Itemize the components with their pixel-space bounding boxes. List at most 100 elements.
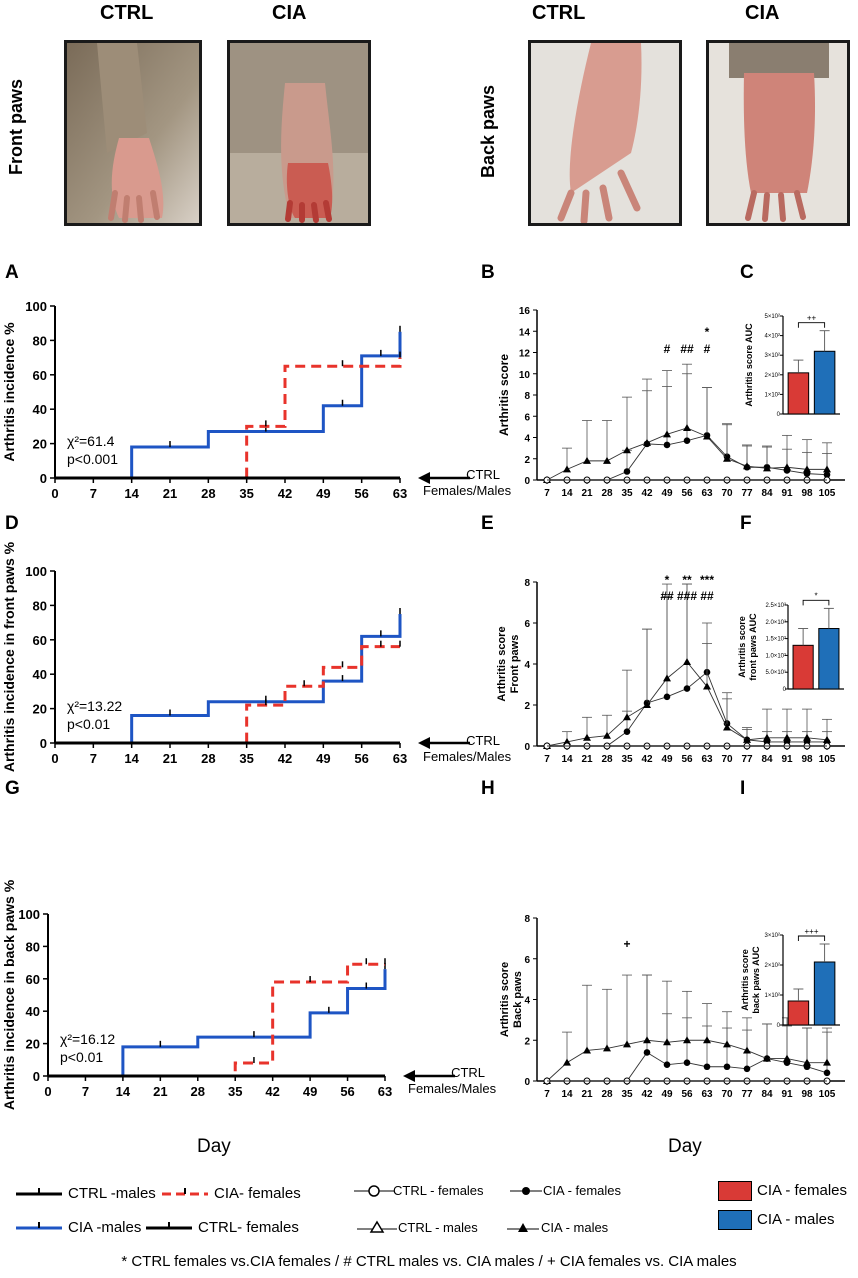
chart-h-ytick-label: 0 — [524, 1077, 530, 1088]
chart-d-xtick-label: 56 — [354, 751, 368, 766]
chart-g-ytick-label: 40 — [26, 1004, 40, 1019]
chart-b-point-cia-males — [563, 465, 571, 473]
chart-e-annotation: ** — [682, 573, 692, 587]
chart-f-ylabel2: front paws AUC — [748, 613, 758, 681]
chart-b-xtick-label: 35 — [621, 488, 633, 499]
chart-g-ytick-label: 60 — [26, 972, 40, 987]
chart-d-ctrl-arrow-head — [418, 737, 430, 749]
chart-d-xtick-label: 35 — [239, 751, 253, 766]
panel-label-a: A — [5, 262, 19, 283]
chart-d-ytick-label: 0 — [40, 736, 47, 751]
chart-f-ytick-label: 1.0×10² — [765, 653, 786, 659]
chart-b-annotation: # — [664, 342, 671, 356]
chart-f-ytick-label: 5.0×10¹ — [765, 670, 786, 676]
chart-d-xtick-label: 28 — [201, 751, 215, 766]
chart-e-point-cia-males — [663, 674, 671, 682]
day-label-left: Day — [197, 1136, 231, 1157]
chart-e-point-cia-males — [623, 713, 631, 721]
chart-g-series-cia-males — [48, 969, 387, 1078]
photo-back-cia-image — [709, 43, 847, 223]
chart-d-xtick-label: 63 — [393, 751, 407, 766]
chart-e-point-cia-males — [783, 733, 791, 741]
chart-b-annotation: * — [705, 325, 710, 339]
chart-e-ylabel2: Front paws — [509, 635, 521, 694]
chart-e-point-cia-males — [743, 735, 751, 743]
legend-cia-females: CIA- females — [214, 1185, 301, 1202]
chart-a-xtick-label: 49 — [316, 486, 330, 501]
chart-h-point-cia-females — [663, 1061, 671, 1068]
panel-label-e: E — [481, 513, 494, 534]
chart-i-sig-bracket — [797, 935, 826, 941]
chart-e-annotation: ## — [700, 589, 714, 603]
chart-b-xtick-label: 98 — [801, 488, 813, 499]
chart-b-xtick-label: 28 — [601, 488, 613, 499]
chart-h-xtick-label: 84 — [761, 1089, 773, 1100]
chart-h-point-cia-males — [583, 1046, 591, 1054]
chart-h-ylabel2: Back paws — [512, 971, 524, 1028]
chart-e-xtick-label: 35 — [621, 754, 633, 765]
chart-e-xtick-label: 98 — [801, 754, 813, 765]
chart-g-ctrl-arrow-head — [403, 1070, 415, 1082]
chart-h-ytick-label: 6 — [524, 955, 530, 966]
chart-b-point-cia-females — [683, 437, 691, 444]
chart-c-ytick-label: 0 — [777, 412, 781, 418]
chart-a-ytick-label: 100 — [25, 299, 47, 314]
chart-e-xtick-label: 63 — [701, 754, 713, 765]
chart-e-xtick-label: 70 — [721, 754, 733, 765]
legend-bar-cia-females: CIA - females — [757, 1182, 848, 1199]
chart-h-ytick-label: 8 — [524, 914, 530, 925]
chart-b-xtick-label: 56 — [681, 488, 693, 499]
chart-e-xtick-label: 56 — [681, 754, 693, 765]
chart-b-xtick-label: 84 — [761, 488, 773, 499]
chart-h-ytick-label: 2 — [524, 1036, 530, 1047]
chart-e-point-cia-males — [763, 733, 771, 741]
chart-e-ytick-label: 6 — [524, 619, 530, 630]
chart-a-ylabel: Arthritis incidence % — [1, 322, 17, 462]
chart-b-xtick-label: 21 — [581, 488, 593, 499]
chart-b-xtick-label: 14 — [561, 488, 573, 499]
chart-g-xtick-label: 14 — [116, 1084, 131, 1099]
chart-g-ytick-label: 80 — [26, 939, 40, 954]
chart-c-ytick-label: 5×10² — [764, 314, 780, 320]
chart-e-annotation: ### — [677, 589, 697, 603]
chart-f-sig-bracket — [802, 599, 830, 606]
chart-d-ytick-label: 20 — [33, 702, 47, 717]
chart-a-xtick-label: 63 — [393, 486, 407, 501]
chart-d-chi2: χ²=13.22 — [67, 698, 122, 714]
day-label-right: Day — [668, 1136, 702, 1157]
chart-b-point-cia-males — [703, 432, 711, 440]
chart-e-point-cia-males — [583, 733, 591, 741]
ctrl-arrow-label-d: CTRL Females/Males — [423, 733, 511, 765]
chart-i-ytick-label: 2×10² — [764, 963, 780, 969]
chart-h-ytick-label: 4 — [524, 996, 530, 1007]
legend-sc-cia-females: CIA - females — [543, 1183, 622, 1198]
chart-g-xtick-label: 28 — [191, 1084, 205, 1099]
photo-col-cia-2: CIA — [745, 2, 780, 24]
chart-e-xtick-label: 84 — [761, 754, 773, 765]
chart-b-point-cia-females — [663, 441, 671, 449]
chart-c-ytick-label: 1×10² — [764, 392, 780, 398]
chart-a-series-cia-males — [55, 331, 402, 480]
chart-a-xtick-label: 56 — [354, 486, 368, 501]
chart-e-xtick-label: 42 — [641, 754, 653, 765]
chart-f-ytick-label: 2.5×10² — [765, 603, 786, 609]
chart-b-point-cia-males — [663, 430, 671, 438]
chart-b-point-cia-males — [623, 446, 631, 454]
chart-b-point-cia-males — [763, 464, 771, 472]
chart-b-annotation: # — [704, 342, 711, 356]
chart-i-bar-cia-females — [787, 1000, 810, 1026]
ctrl-arrow-label-d-1: CTRL — [466, 733, 501, 748]
chart-h-ylabel: Arthritis score — [499, 962, 511, 1037]
ctrl-arrow-label-a-2: Females/Males — [423, 483, 512, 498]
chart-b-xtick-label: 42 — [641, 488, 653, 499]
chart-e-xtick-label: 49 — [661, 754, 673, 765]
chart-a-xtick-label: 42 — [278, 486, 292, 501]
chart-d-xtick-label: 49 — [316, 751, 330, 766]
chart-g-xtick-label: 56 — [340, 1084, 354, 1099]
legend-bar-cia-males: CIA - males — [757, 1211, 835, 1228]
chart-h-xtick-label: 63 — [701, 1089, 713, 1100]
chart-g-series-cia-females — [48, 962, 385, 1078]
chart-b-point-cia-males — [583, 456, 591, 464]
panel-label-g: G — [5, 778, 20, 799]
